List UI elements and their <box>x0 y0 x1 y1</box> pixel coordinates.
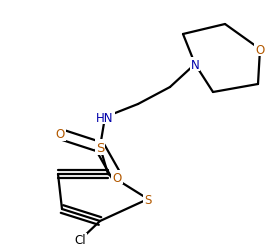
Text: N: N <box>191 58 199 71</box>
Text: HN: HN <box>96 111 114 124</box>
Text: Cl: Cl <box>74 234 86 246</box>
Text: O: O <box>112 171 122 184</box>
Text: S: S <box>96 141 104 154</box>
Text: O: O <box>255 43 265 56</box>
Text: S: S <box>144 193 152 206</box>
Text: O: O <box>55 128 65 141</box>
